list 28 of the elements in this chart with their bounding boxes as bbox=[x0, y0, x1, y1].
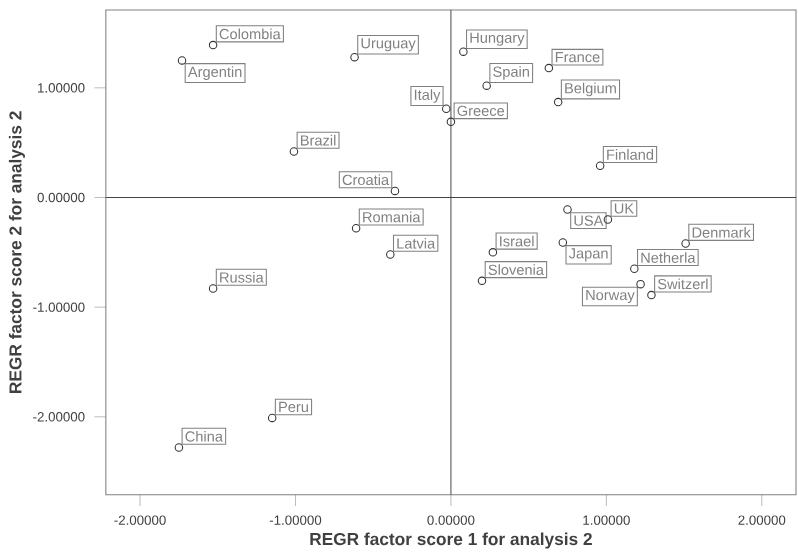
point bbox=[174, 443, 184, 453]
point bbox=[603, 215, 613, 224]
point bbox=[446, 117, 456, 127]
point bbox=[350, 53, 359, 62]
point bbox=[563, 205, 572, 215]
x-axis-title: REGR factor score 1 for analysis 2 bbox=[310, 532, 592, 549]
point bbox=[351, 224, 361, 233]
point bbox=[558, 238, 568, 247]
point bbox=[647, 291, 656, 300]
point bbox=[442, 104, 451, 114]
point bbox=[390, 186, 400, 196]
point bbox=[386, 250, 395, 260]
point bbox=[267, 413, 277, 423]
point bbox=[289, 147, 299, 156]
point bbox=[544, 64, 554, 73]
point bbox=[482, 81, 491, 91]
point bbox=[636, 280, 645, 289]
point bbox=[681, 239, 690, 249]
point bbox=[208, 284, 218, 294]
point bbox=[459, 47, 468, 57]
y-axis-title: REGR factor score 2 for analysis 2 bbox=[8, 111, 25, 394]
point bbox=[177, 56, 187, 65]
point bbox=[630, 264, 639, 274]
point bbox=[488, 248, 498, 257]
point bbox=[208, 41, 218, 50]
point bbox=[595, 161, 605, 171]
point bbox=[553, 98, 563, 107]
point bbox=[477, 276, 487, 286]
